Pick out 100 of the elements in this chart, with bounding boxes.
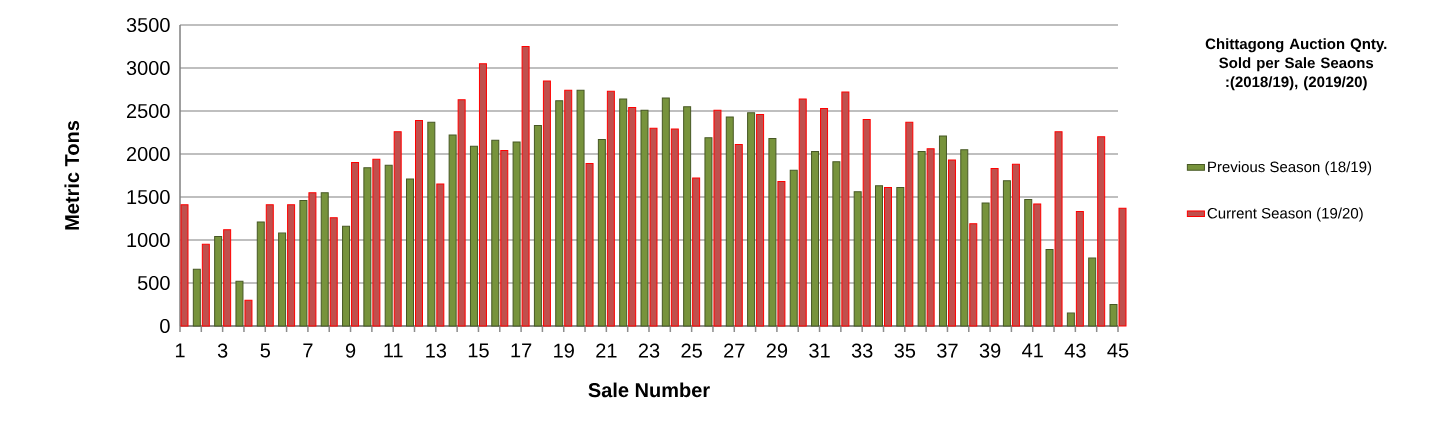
- bar: [1045, 248, 1054, 327]
- x-tick-label: 29: [766, 343, 788, 358]
- bar: [1066, 312, 1075, 327]
- x-tick-label: 7: [303, 343, 313, 358]
- y-tick-label: 500: [137, 275, 170, 291]
- bar: [469, 145, 478, 327]
- y-tick-label: 2500: [126, 103, 170, 119]
- bar: [533, 125, 542, 327]
- bar: [351, 162, 360, 327]
- y-axis-title: Metric Tons: [64, 120, 80, 230]
- text: Chittagong Auction Qnty. Sold per Sale Seaons :(2018/19), (2019/20): [1205, 38, 1387, 91]
- bar: [436, 183, 445, 327]
- bar: [597, 138, 606, 327]
- x-tick-label: 31: [809, 343, 830, 358]
- bar: [884, 187, 892, 327]
- bar: [521, 46, 530, 327]
- bar: [308, 192, 317, 327]
- bar: [960, 149, 969, 327]
- bar: [478, 63, 487, 327]
- x-tick-label: 17: [511, 343, 532, 358]
- bar: [713, 109, 722, 327]
- bar: [372, 158, 381, 327]
- bar: [299, 199, 308, 327]
- bar: [938, 135, 947, 327]
- bar: [917, 150, 926, 327]
- bar: [223, 229, 232, 327]
- bar: [832, 161, 841, 327]
- bar: [947, 159, 956, 327]
- bar: [500, 150, 509, 327]
- bar: [789, 169, 798, 327]
- bar: [180, 204, 189, 327]
- x-tick-label: 9: [345, 343, 356, 358]
- bar: [661, 97, 670, 327]
- bar: [725, 116, 734, 327]
- y-tick-label: 3500: [126, 17, 170, 33]
- bar: [692, 177, 701, 327]
- y-tick-label: 0: [160, 318, 170, 334]
- bar: [756, 113, 765, 327]
- x-tick-label: 25: [681, 343, 702, 358]
- bar: [1024, 199, 1033, 327]
- bar: [1097, 136, 1106, 327]
- bar: [640, 109, 649, 327]
- bar: [1118, 207, 1127, 327]
- x-tick-label: 23: [638, 343, 660, 358]
- bar: [393, 131, 402, 327]
- bar: [619, 98, 628, 327]
- bar: [747, 112, 756, 327]
- bar: [896, 187, 905, 327]
- bar: [862, 119, 871, 327]
- bar: [1075, 211, 1084, 327]
- x-tick-label: 21: [596, 343, 617, 358]
- x-tick-label: 3: [217, 343, 228, 358]
- x-tick-label: 45: [1107, 343, 1129, 358]
- bar: [415, 119, 423, 327]
- bar: [363, 167, 372, 327]
- x-tick-label: 39: [979, 343, 1001, 358]
- bar: [384, 164, 393, 327]
- x-tick-label: 19: [554, 343, 574, 358]
- bar: [512, 141, 521, 327]
- bar: [606, 90, 615, 327]
- bar: [491, 139, 500, 327]
- bar: [555, 100, 564, 327]
- bar: [576, 89, 585, 327]
- bar: [811, 150, 820, 327]
- bar: [853, 191, 862, 327]
- bar: [457, 99, 466, 327]
- bar: [990, 168, 999, 327]
- x-tick-label: 37: [937, 343, 958, 358]
- bar: [448, 134, 457, 327]
- bar: [905, 121, 914, 327]
- x-tick-label: 27: [724, 343, 745, 358]
- legend-label: Previous Season (18/19): [1208, 161, 1372, 176]
- bar: [1011, 163, 1020, 327]
- bar: [278, 232, 287, 327]
- bar: [585, 162, 594, 327]
- bar: [969, 223, 978, 327]
- bar: [235, 280, 244, 327]
- y-tick-label: 2000: [126, 146, 170, 162]
- bar: [683, 106, 692, 327]
- bar: [244, 299, 253, 327]
- bar: [1088, 257, 1097, 327]
- bar: [734, 144, 743, 327]
- x-tick-label: 5: [260, 343, 270, 358]
- bar: [542, 80, 551, 327]
- x-tick-label: 13: [426, 343, 447, 358]
- bar: [670, 128, 679, 327]
- bar: [798, 98, 807, 327]
- bar: [214, 236, 223, 327]
- bar: [704, 137, 713, 327]
- bar: [342, 225, 351, 327]
- x-tick-label: 11: [384, 343, 403, 358]
- bar: [981, 202, 990, 327]
- bar: [564, 89, 573, 327]
- y-tick-label: 1500: [127, 189, 170, 205]
- x-tick-label: 15: [468, 343, 489, 358]
- bar: [841, 91, 850, 327]
- bar: [875, 185, 883, 327]
- bar: [926, 148, 935, 327]
- bar: [427, 121, 436, 327]
- bar: [1054, 131, 1063, 327]
